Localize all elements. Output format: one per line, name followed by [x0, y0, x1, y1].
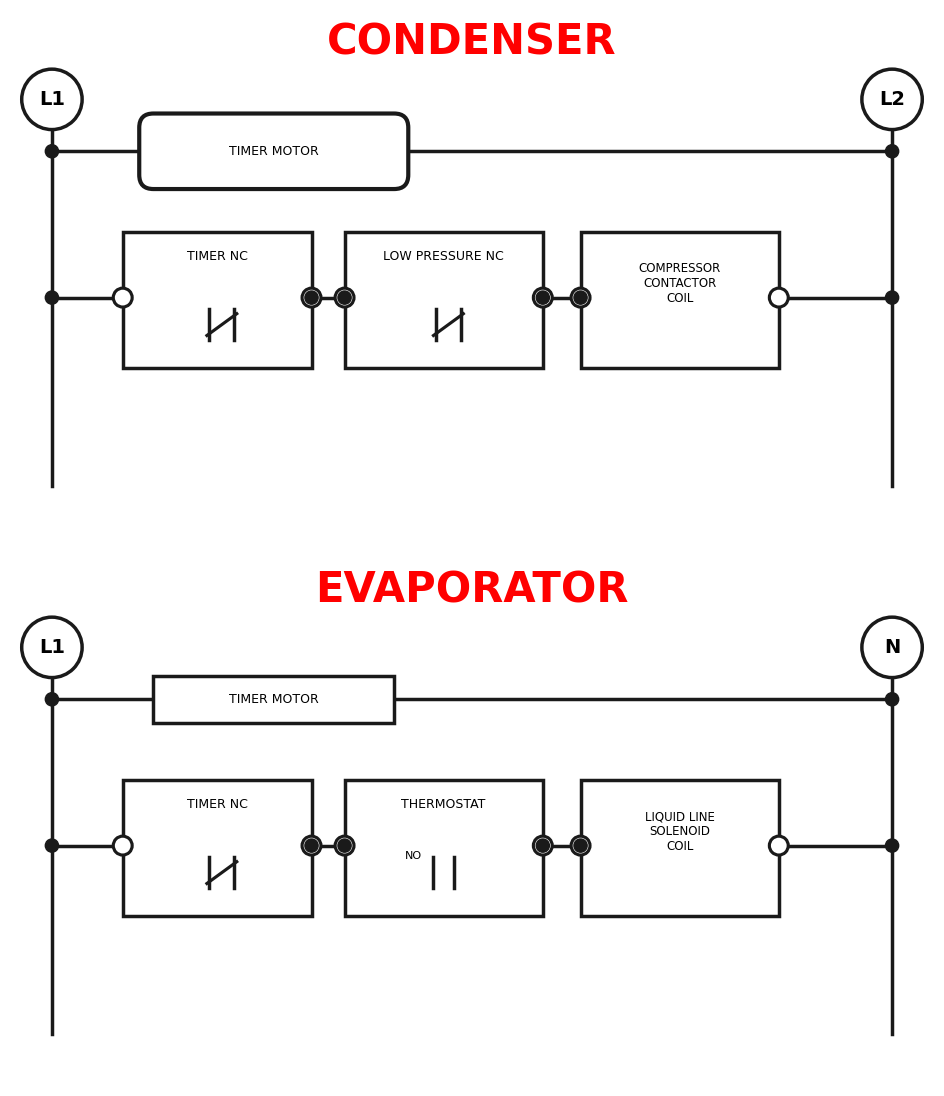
Bar [581, 779, 779, 916]
Circle shape [338, 840, 351, 853]
Text: TIMER MOTOR: TIMER MOTOR [228, 693, 319, 706]
Circle shape [536, 292, 549, 305]
Circle shape [885, 145, 899, 158]
Text: NO: NO [405, 850, 422, 860]
Bar [345, 779, 543, 916]
Bar [153, 675, 395, 723]
Circle shape [305, 840, 318, 853]
Text: TIMER MOTOR: TIMER MOTOR [228, 145, 319, 158]
Text: TIMER NC: TIMER NC [187, 798, 247, 811]
Circle shape [885, 693, 899, 706]
Circle shape [335, 836, 354, 855]
Circle shape [533, 288, 552, 307]
Circle shape [45, 840, 59, 853]
Circle shape [113, 288, 132, 307]
Circle shape [113, 836, 132, 855]
Text: LIQUID LINE
SOLENOID
COIL: LIQUID LINE SOLENOID COIL [645, 810, 715, 853]
Circle shape [45, 292, 59, 305]
Text: CONDENSER: CONDENSER [328, 22, 616, 64]
Circle shape [885, 292, 899, 305]
Bar [123, 231, 312, 368]
Text: L1: L1 [39, 90, 65, 109]
Bar [123, 779, 312, 916]
Text: TIMER NC: TIMER NC [187, 250, 247, 263]
Circle shape [338, 292, 351, 305]
Text: L2: L2 [879, 90, 905, 109]
Text: EVAPORATOR: EVAPORATOR [315, 570, 629, 612]
Circle shape [574, 840, 587, 853]
Circle shape [45, 693, 59, 706]
Circle shape [335, 288, 354, 307]
Bar [581, 231, 779, 368]
Circle shape [22, 617, 82, 677]
FancyBboxPatch shape [140, 114, 408, 189]
Circle shape [571, 836, 590, 855]
Circle shape [862, 617, 922, 677]
Circle shape [302, 836, 321, 855]
Circle shape [536, 840, 549, 853]
Text: THERMOSTAT: THERMOSTAT [401, 798, 486, 811]
Text: LOW PRESSURE NC: LOW PRESSURE NC [383, 250, 504, 263]
Circle shape [769, 836, 788, 855]
Circle shape [22, 69, 82, 129]
Circle shape [45, 145, 59, 158]
Circle shape [533, 836, 552, 855]
Circle shape [571, 288, 590, 307]
Circle shape [574, 292, 587, 305]
Circle shape [862, 69, 922, 129]
Circle shape [885, 840, 899, 853]
Text: L1: L1 [39, 638, 65, 657]
Text: COMPRESSOR
CONTACTOR
COIL: COMPRESSOR CONTACTOR COIL [638, 262, 721, 305]
Circle shape [305, 292, 318, 305]
Circle shape [302, 288, 321, 307]
Circle shape [769, 288, 788, 307]
Text: N: N [884, 638, 901, 657]
Bar [345, 231, 543, 368]
